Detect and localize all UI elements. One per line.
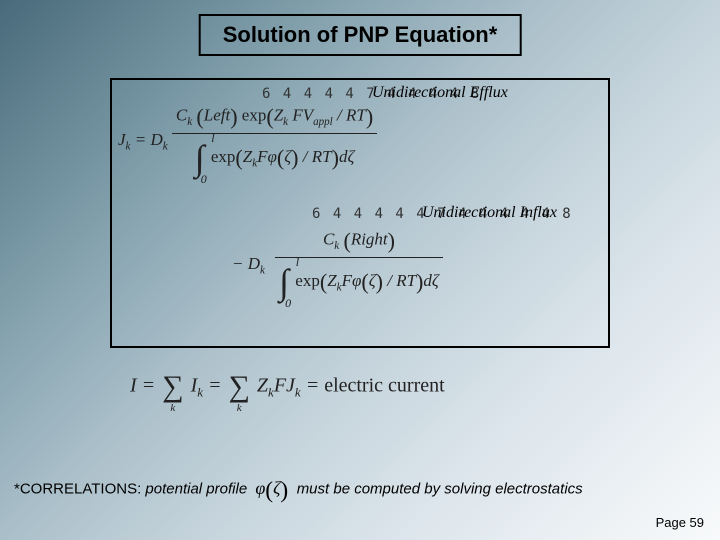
- phi-symbol: φ: [255, 478, 265, 498]
- label-efflux: Unidirectional Efflux: [372, 84, 508, 102]
- exp-text-den-2: exp: [295, 271, 320, 290]
- efflux-denominator: ∫l0 exp(ZkFφ(ζ) / RT)dζ: [172, 135, 377, 181]
- I-symbol: I: [130, 375, 137, 397]
- footnote-suffix: must be computed by solving electrostati…: [297, 481, 583, 498]
- integral-icon: ∫l0: [195, 137, 205, 179]
- D-symbol: D: [150, 130, 162, 149]
- side-left: Left: [204, 106, 230, 125]
- FV-sub: appl: [313, 116, 333, 128]
- exp-text: exp: [242, 106, 267, 125]
- side-right: Right: [351, 230, 388, 249]
- eq-1: =: [142, 375, 161, 397]
- eq-2: =: [208, 375, 227, 397]
- FJ-sub: k: [295, 385, 301, 400]
- sigma-sub-1: k: [170, 402, 175, 414]
- d-zeta: dζ: [339, 147, 354, 166]
- J-sub: k: [126, 141, 131, 153]
- sigma-icon-2: ∑k: [229, 370, 250, 404]
- Fphi: Fφ: [257, 147, 277, 166]
- footnote-prefix: *CORRELATIONS:: [14, 481, 145, 498]
- efflux-equation: Jk = Dk Ck (Left) exp(Zk FVappl / RT) ∫l…: [118, 102, 377, 181]
- over-RT-den: / RT: [299, 147, 332, 166]
- Z-den-2: Z: [327, 271, 336, 290]
- Z-symbol: Z: [274, 106, 283, 125]
- Fphi-2: Fφ: [342, 271, 362, 290]
- Zk-symbol: Z: [257, 375, 268, 397]
- int-upper: l: [211, 131, 214, 146]
- influx-denominator: ∫l0 exp(ZkFφ(ζ) / RT)dζ: [275, 259, 443, 305]
- footnote-mid: potential profile: [145, 481, 251, 498]
- influx-numerator: Ck (Right): [275, 226, 443, 256]
- C-symbol: C: [176, 106, 187, 125]
- label-influx: Unidirectional Influx: [422, 204, 557, 222]
- minus-sign: −: [232, 254, 248, 273]
- equals: =: [135, 130, 151, 149]
- footnote: *CORRELATIONS: potential profile φ(ζ) mu…: [14, 477, 583, 504]
- int-lower-2: 0: [285, 296, 291, 311]
- exp-text-den: exp: [211, 147, 236, 166]
- d-zeta-2: dζ: [423, 271, 438, 290]
- D-sub: k: [163, 141, 168, 153]
- influx-equation: − Dk Ck (Right) ∫l0 exp(ZkFφ(ζ) / RT)dζ: [232, 226, 443, 305]
- electric-current-text: electric current: [324, 375, 444, 397]
- sigma-sub-2: k: [237, 402, 242, 414]
- D-sub-influx: k: [260, 265, 265, 277]
- C-symbol-influx: C: [323, 230, 334, 249]
- Z-den: Z: [243, 147, 252, 166]
- eq-3: =: [306, 375, 325, 397]
- phi-expression: φ(ζ): [251, 478, 296, 498]
- FV-symbol: FV: [288, 106, 313, 125]
- Ik-sub: k: [197, 385, 203, 400]
- int-upper-2: l: [296, 255, 299, 270]
- integral-icon-2: ∫l0: [279, 261, 289, 303]
- zeta-2: ζ: [369, 271, 376, 290]
- page-number: Page 59: [656, 515, 704, 530]
- int-lower: 0: [201, 172, 207, 187]
- C-sub-influx: k: [334, 240, 339, 252]
- over-RT: / RT: [333, 106, 366, 125]
- efflux-numerator: Ck (Left) exp(Zk FVappl / RT): [172, 102, 377, 132]
- equation-box: 6 4 4 4 4 7 4 4 4 4 8 Unidirectional Eff…: [110, 78, 610, 348]
- FJ-symbol: FJ: [274, 375, 295, 397]
- slide: Solution of PNP Equation* 6 4 4 4 4 7 4 …: [0, 0, 720, 540]
- current-equation: I = ∑k Ik = ∑k ZkFJk = electric current: [130, 370, 445, 404]
- J-symbol: J: [118, 130, 126, 149]
- sigma-icon-1: ∑k: [162, 370, 183, 404]
- slide-title: Solution of PNP Equation*: [199, 14, 522, 56]
- over-RT-den-2: / RT: [383, 271, 416, 290]
- D-symbol-influx: D: [248, 254, 260, 273]
- C-sub: k: [187, 116, 192, 128]
